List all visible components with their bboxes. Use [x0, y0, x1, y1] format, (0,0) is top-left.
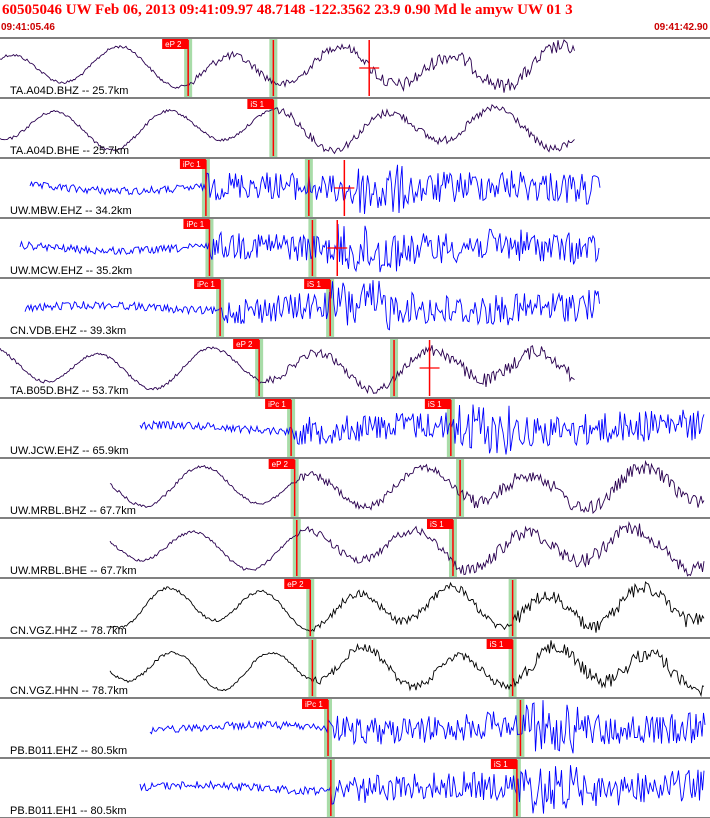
waveform-trace: [149, 700, 706, 754]
pick-label: iPc 1: [186, 220, 204, 229]
trace-panel[interactable]: iPc 1 iS 1 CN.VDB.EHZ -- 39.3km: [0, 279, 710, 339]
time-end-label: 09:41:42.90: [654, 22, 708, 33]
station-label: CN.VDB.EHZ -- 39.3km: [10, 325, 126, 337]
event-title: 60505046 UW Feb 06, 2013 09:41:09.97 48.…: [2, 2, 573, 18]
waveform-trace: [109, 520, 705, 577]
trace-panel[interactable]: iS 1 PB.B011.EH1 -- 80.5km: [0, 759, 710, 818]
pick-label: iS 1: [490, 640, 504, 649]
pick-label: eP 2: [165, 40, 182, 49]
pick-flag[interactable]: [179, 159, 206, 169]
pick-label: eP 2: [287, 580, 304, 589]
station-label: PB.B011.EHZ -- 80.5km: [10, 745, 127, 757]
waveform-trace: [109, 640, 705, 698]
trace-panel[interactable]: iPc 1 iS 1 UW.JCW.EHZ -- 65.9km: [0, 399, 710, 459]
pick-flag[interactable]: [247, 99, 274, 109]
pick-flag[interactable]: [486, 639, 513, 649]
pick-label: iPc 1: [268, 400, 286, 409]
trace-panel[interactable]: eP 2 UW.MRBL.BHZ -- 67.7km: [0, 459, 710, 519]
pick-flag[interactable]: [162, 39, 189, 49]
waveform-trace: [0, 39, 575, 93]
pick-label: iS 1: [430, 520, 444, 529]
pick-flag[interactable]: [265, 399, 292, 409]
pick-label: eP 2: [272, 460, 289, 469]
trace-panel[interactable]: eP 2 CN.VGZ.HHZ -- 78.7km: [0, 579, 710, 639]
pick-flag[interactable]: [284, 579, 311, 589]
pick-label: iPc 1: [305, 700, 323, 709]
trace-panel[interactable]: eP 2 TA.B05D.BHZ -- 53.7km: [0, 339, 710, 399]
pick-label: eP 2: [236, 340, 253, 349]
pick-label: iS 1: [428, 400, 442, 409]
pick-label: iPc 1: [197, 280, 215, 289]
pick-flag[interactable]: [194, 279, 221, 289]
pick-flag[interactable]: [233, 339, 260, 349]
station-label: PB.B011.EH1 -- 80.5km: [10, 805, 127, 817]
seismogram-header: 60505046 UW Feb 06, 2013 09:41:09.97 48.…: [0, 0, 710, 38]
pick-flag[interactable]: [490, 759, 517, 769]
time-start-label: 09:41:05.46: [1, 22, 55, 33]
trace-panel[interactable]: iS 1 UW.MRBL.BHE -- 67.7km: [0, 519, 710, 579]
station-label: TA.A04D.BHZ -- 25.7km: [10, 85, 128, 97]
waveform-trace: [29, 164, 601, 215]
trace-panel[interactable]: iPc 1 PB.B011.EHZ -- 80.5km: [0, 699, 710, 759]
station-label: UW.MBW.EHZ -- 34.2km: [10, 205, 132, 217]
waveform-trace: [139, 765, 705, 814]
station-label: UW.JCW.EHZ -- 65.9km: [10, 445, 129, 457]
waveform-trace: [24, 280, 600, 331]
pick-flag[interactable]: [183, 219, 210, 229]
waveform-trace: [0, 345, 575, 395]
station-label: CN.VGZ.HHN -- 78.7km: [10, 685, 128, 697]
trace-panel[interactable]: eP 2 TA.A04D.BHZ -- 25.7km: [0, 39, 710, 99]
trace-panel[interactable]: iS 1 CN.VGZ.HHN -- 78.7km: [0, 639, 710, 699]
pick-flag[interactable]: [268, 459, 295, 469]
trace-panel[interactable]: iPc 1 UW.MBW.EHZ -- 34.2km: [0, 159, 710, 219]
waveform-trace: [109, 581, 705, 633]
waveform-trace: [19, 223, 600, 273]
pick-flag[interactable]: [302, 699, 329, 709]
waveform-trace: [109, 459, 705, 514]
station-label: TA.A04D.BHE -- 25.7km: [10, 145, 129, 157]
pick-label: iS 1: [494, 760, 508, 769]
station-label: UW.MRBL.BHZ -- 67.7km: [10, 505, 136, 517]
trace-panel[interactable]: iS 1 TA.A04D.BHE -- 25.7km: [0, 99, 710, 159]
station-label: CN.VGZ.HHZ -- 78.7km: [10, 625, 127, 637]
trace-panel[interactable]: iPc 1 UW.MCW.EHZ -- 35.2km: [0, 219, 710, 279]
pick-flag[interactable]: [424, 399, 451, 409]
station-label: UW.MCW.EHZ -- 35.2km: [10, 265, 132, 277]
pick-flag[interactable]: [426, 519, 453, 529]
pick-label: iS 1: [250, 100, 264, 109]
waveform-trace: [0, 103, 575, 155]
pick-label: iPc 1: [183, 160, 201, 169]
pick-label: iS 1: [307, 280, 321, 289]
pick-flag[interactable]: [304, 279, 331, 289]
waveform-trace: [139, 404, 705, 455]
station-label: TA.B05D.BHZ -- 53.7km: [10, 385, 128, 397]
station-label: UW.MRBL.BHE -- 67.7km: [10, 565, 137, 577]
